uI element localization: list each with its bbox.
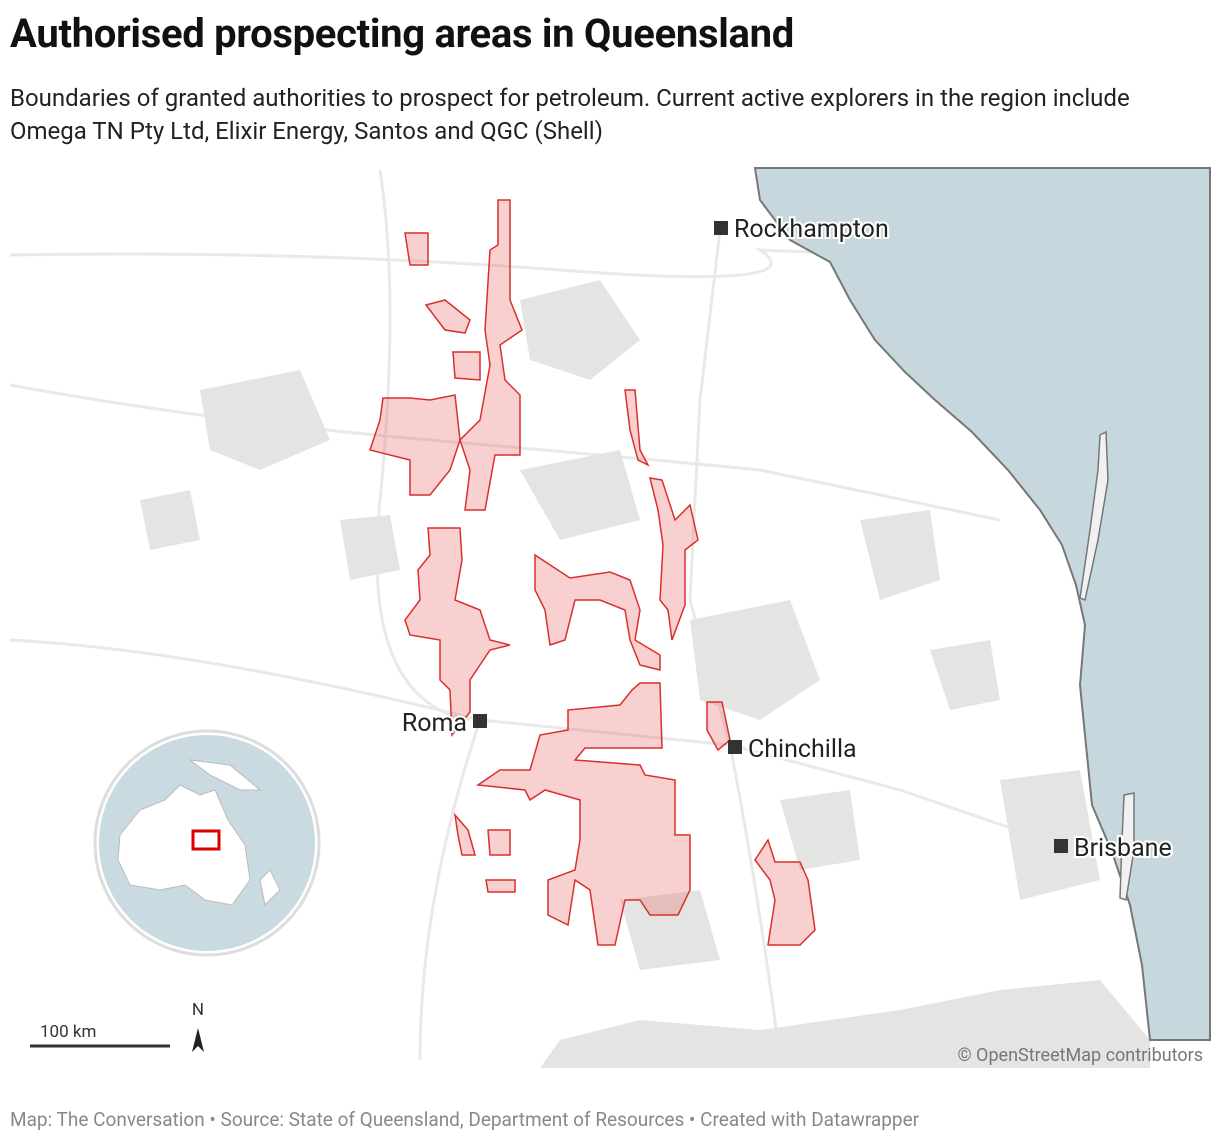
sea [753,167,1211,1041]
place-label: Brisbane [1074,834,1172,863]
scale-label: 100 km [40,1022,96,1042]
place-label: Rockhampton [734,215,889,244]
island [1119,792,1135,901]
place-label: Chinchilla [748,735,857,764]
place-marker [714,221,728,235]
island [1079,430,1109,602]
attribution: © OpenStreetMap contributors [957,1045,1203,1066]
place-marker [728,740,742,754]
north-arrow [192,1028,204,1052]
title: Authorised prospecting areas in Queensla… [10,10,794,57]
place-label: Roma [402,709,467,738]
locator-globe [93,729,321,957]
north-label: N [192,1000,204,1020]
roads [9,169,1061,1061]
footer: Map: The Conversation • Source: State of… [10,1108,920,1131]
place-marker [473,714,487,728]
subtitle: Boundaries of granted authorities to pro… [10,84,1130,145]
land-patches [140,280,1150,1068]
places: Rockhampton Roma Chinchilla Brisbane [400,213,1174,865]
place-marker [1054,839,1068,853]
map: Rockhampton Roma Chinchilla Brisbane 100… [9,167,1211,1068]
prospecting-areas [369,199,816,946]
